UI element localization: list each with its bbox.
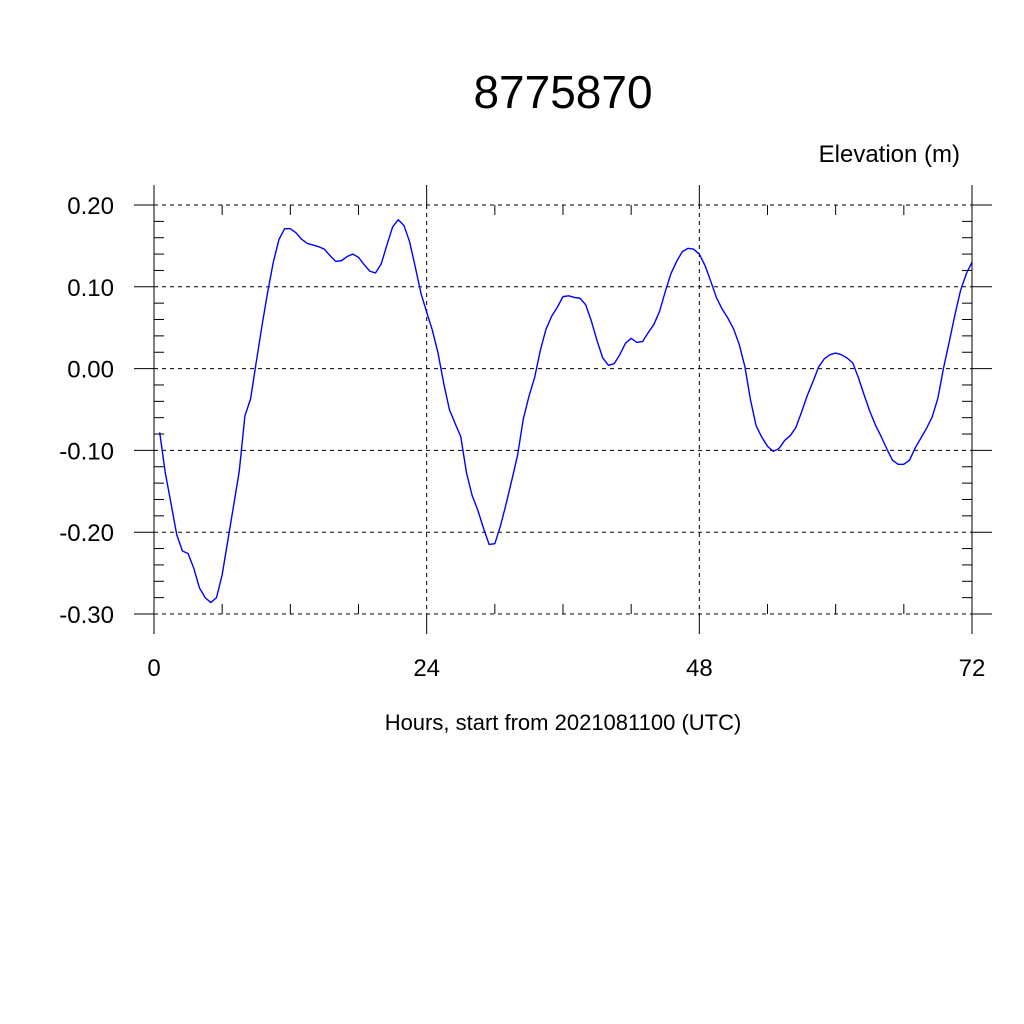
grid-lines — [154, 204, 972, 615]
y-tick-label: 0.10 — [67, 275, 114, 302]
axis-ticks — [134, 185, 992, 634]
y-tick-label: -0.10 — [59, 438, 114, 465]
y-tick-label: 0.20 — [67, 193, 114, 220]
series-layer — [158, 219, 973, 604]
y-tick-label: -0.20 — [59, 520, 114, 547]
x-tick-label: 24 — [413, 655, 440, 682]
x-tick-label: 0 — [147, 655, 160, 682]
x-tick-label: 72 — [959, 655, 986, 682]
y-tick-label: 0.00 — [67, 357, 114, 384]
tick-labels: -0.30 -0.20 -0.10 0.00 0.10 0.20 0 24 48 72 — [59, 193, 985, 682]
y-tick-label: -0.30 — [59, 602, 114, 629]
elevation-series-line — [158, 219, 973, 604]
x-axis-label: Hours, start from 2021081100 (UTC) — [385, 710, 742, 735]
x-tick-label: 48 — [686, 655, 713, 682]
y-axis-label: Elevation (m) — [819, 141, 960, 168]
plot-frame — [153, 185, 973, 634]
chart-title: 8775870 — [473, 66, 652, 118]
